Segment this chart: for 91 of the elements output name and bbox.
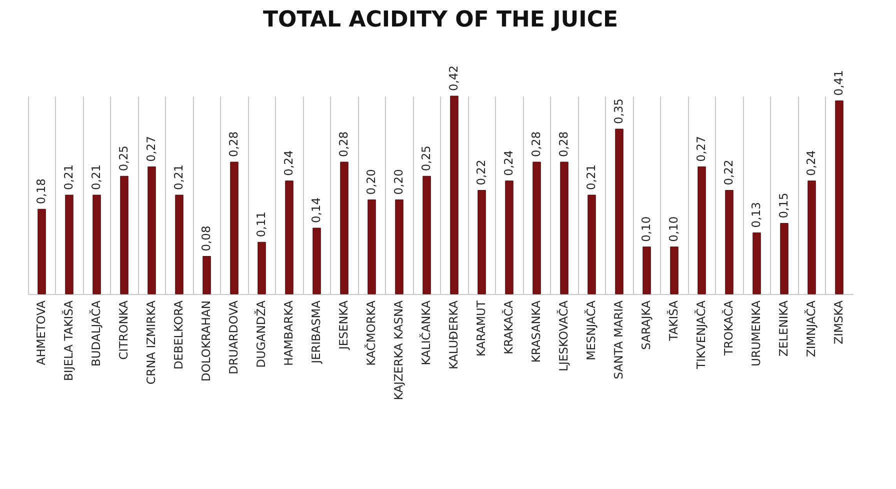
data-label: 0,27: [144, 136, 158, 162]
data-label: 0,15: [776, 192, 790, 218]
bar: [560, 162, 568, 294]
data-label: 0,21: [61, 164, 76, 190]
data-label: 0,28: [528, 131, 543, 157]
x-tick-label: TROKAČA: [721, 300, 736, 356]
bar: [120, 176, 128, 294]
x-tick-label: DOLOKRAHAN: [198, 300, 213, 382]
data-label: 0,22: [474, 160, 488, 186]
bar: [835, 100, 844, 294]
data-label: 0,41: [831, 70, 846, 96]
data-label: 0,10: [666, 216, 680, 242]
x-tick-label: SANTA MARIA: [611, 300, 626, 380]
data-label: 0,25: [116, 146, 130, 172]
bar: [368, 199, 376, 294]
x-tick-label: ZIMSKA: [831, 300, 846, 344]
data-label: 0,18: [34, 178, 48, 204]
x-tick-label: MESNJAČA: [584, 300, 598, 360]
x-tick-label: URUMENKA: [748, 300, 763, 366]
data-label: 0,28: [556, 131, 570, 157]
bar: [175, 194, 184, 294]
data-label: 0,21: [171, 164, 186, 190]
data-label: 0,25: [418, 146, 433, 172]
data-label: 0,13: [748, 202, 763, 228]
bar: [230, 162, 238, 294]
bar: [422, 176, 431, 294]
bar: [258, 242, 266, 294]
data-label: 0,14: [308, 197, 323, 223]
bar: [532, 162, 541, 294]
x-tick-label: LJESKOVAČA: [556, 300, 570, 372]
x-tick-label: KRASANKA: [528, 300, 543, 363]
data-label: 0,27: [694, 136, 708, 162]
x-tick-label: BUDALJAČA: [88, 300, 103, 366]
data-label: 0,22: [721, 160, 736, 186]
bar: [780, 223, 788, 294]
data-label: 0,24: [501, 150, 516, 176]
bar: [202, 256, 211, 294]
data-label: 0,42: [446, 65, 460, 91]
x-tick-label: KALIČANKA: [418, 300, 433, 366]
bar: [698, 166, 706, 294]
bar: [148, 166, 156, 294]
data-label: 0,08: [198, 226, 213, 252]
x-tick-label: DEBELKORA: [171, 300, 186, 370]
x-tick-label: TIKVENJAČA: [694, 300, 708, 370]
data-label: 0,20: [364, 169, 378, 195]
data-label: 0,24: [281, 150, 296, 176]
bar: [505, 180, 514, 294]
data-label: 0,20: [391, 169, 406, 195]
bar: [615, 128, 624, 294]
bar: [725, 190, 734, 294]
x-tick-label: KARAMUT: [474, 300, 488, 356]
x-tick-label: SARAJKA: [638, 300, 653, 350]
bar: [285, 180, 294, 294]
bar: [478, 190, 486, 294]
bar: [65, 194, 74, 294]
bar: [642, 246, 651, 294]
x-tick-label: CITRONKA: [116, 300, 130, 360]
data-label: 0,11: [254, 212, 268, 238]
bar: [92, 194, 101, 294]
x-tick-label: TAKIŠA: [666, 300, 680, 342]
bar: [38, 208, 46, 294]
data-label: 0,21: [88, 164, 103, 190]
x-tick-label: BIJELA TAKIŠA: [61, 300, 76, 381]
x-tick-label: CRNA IZMIRKA: [144, 300, 158, 384]
x-tick-label: DUGANDŽA: [254, 300, 268, 368]
data-label: 0,21: [584, 164, 598, 190]
data-label: 0,28: [336, 131, 350, 157]
x-tick-label: KAJZERKA KASNA: [391, 300, 406, 400]
bar: [588, 194, 596, 294]
x-tick-label: ZELENIKA: [776, 300, 790, 357]
chart-title: TOTAL ACIDITY OF THE JUICE: [262, 7, 618, 32]
x-tick-label: JERIBASMA: [308, 300, 323, 364]
data-label: 0,28: [226, 131, 240, 157]
bar: [808, 180, 816, 294]
x-tick-label: KAČMORKA: [364, 300, 378, 366]
x-tick-label: JESENKA: [336, 300, 350, 351]
bar: [450, 96, 458, 294]
bar: [752, 232, 761, 294]
data-label: 0,10: [638, 216, 653, 242]
x-tick-label: ZIMNJAČA: [804, 300, 818, 358]
bar: [670, 246, 678, 294]
x-tick-label: AHMETOVA: [34, 300, 48, 366]
x-tick-label: KALUĐERKA: [446, 300, 460, 370]
x-tick-label: KRAKAČA: [501, 300, 516, 354]
bar: [340, 162, 348, 294]
x-tick-label: DRUARDOVA: [226, 300, 240, 374]
bar: [312, 228, 321, 294]
data-label: 0,24: [804, 150, 818, 176]
data-label: 0,35: [611, 98, 626, 124]
x-tick-label: HAMBARKA: [281, 300, 296, 366]
bar: [395, 199, 404, 294]
